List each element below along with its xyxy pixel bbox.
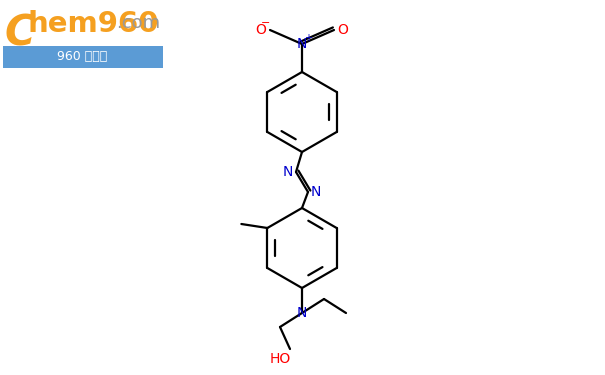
Text: O: O bbox=[255, 23, 266, 37]
Text: C: C bbox=[5, 12, 36, 54]
Text: N: N bbox=[311, 185, 321, 199]
Text: +: + bbox=[304, 33, 312, 43]
Text: .com: .com bbox=[116, 14, 160, 32]
Text: N: N bbox=[283, 165, 293, 179]
Text: N: N bbox=[297, 37, 307, 51]
Text: hem960: hem960 bbox=[28, 10, 160, 38]
Text: N: N bbox=[297, 306, 307, 320]
Text: −: − bbox=[261, 18, 270, 28]
Bar bbox=[3, 3, 163, 68]
Text: O: O bbox=[338, 23, 348, 37]
Bar bbox=[3, 46, 163, 68]
Text: HO: HO bbox=[269, 352, 290, 366]
Text: 960 化工网: 960 化工网 bbox=[57, 51, 107, 63]
